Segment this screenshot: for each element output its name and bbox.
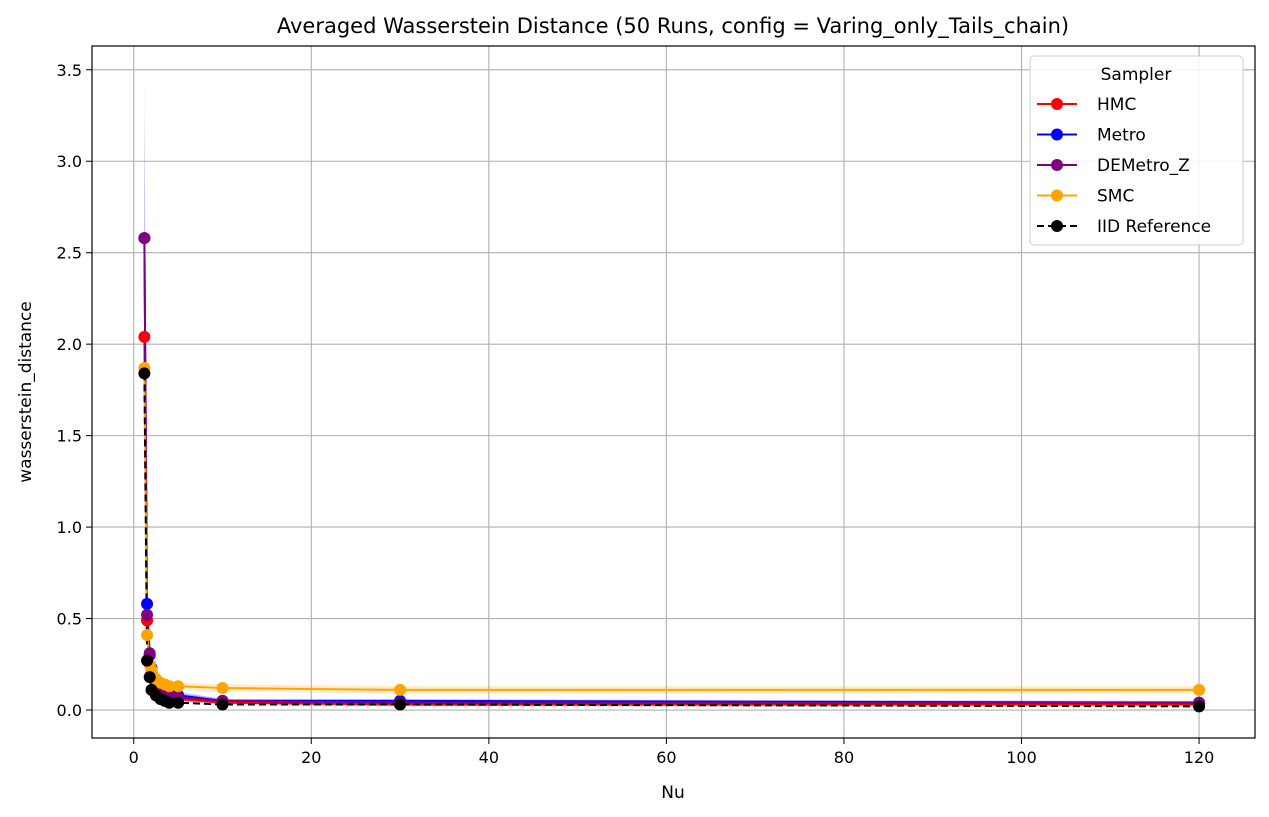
chart-title: Averaged Wasserstein Distance (50 Runs, … — [277, 14, 1069, 39]
x-tick-label: 60 — [656, 748, 676, 767]
y-tick-label: 3.0 — [57, 152, 82, 171]
y-tick-label: 2.0 — [57, 335, 82, 354]
x-tick-label: 120 — [1184, 748, 1215, 767]
x-axis-ticks: 0 20 40 60 80 100 120 — [129, 738, 1215, 767]
legend-items: HMC Metro DEMetro_Z SMC IID Reference — [1037, 95, 1211, 237]
y-tick-label: 1.5 — [57, 427, 82, 446]
legend-label-smc: SMC — [1097, 187, 1134, 207]
y-axis-label: wasserstein_distance — [16, 301, 36, 483]
smc-point — [172, 680, 185, 693]
smc-point — [394, 683, 407, 696]
legend-marker-iid-reference — [1051, 220, 1063, 232]
x-tick-label: 20 — [301, 748, 321, 767]
legend-label-hmc: HMC — [1097, 95, 1136, 115]
metro-point — [141, 597, 154, 610]
legend-label-iid-reference: IID Reference — [1097, 217, 1211, 237]
legend-marker-demetro-z — [1051, 159, 1063, 171]
legend-marker-metro — [1051, 128, 1063, 141]
iid-reference-point — [172, 696, 185, 709]
iid-reference-point — [138, 367, 151, 380]
legend-marker-smc — [1051, 189, 1063, 202]
x-tick-label: 40 — [479, 748, 499, 767]
iid-reference-point — [394, 698, 407, 711]
legend-label-metro: Metro — [1097, 126, 1146, 146]
demetro-z-point — [138, 232, 151, 245]
iid-reference-point — [141, 654, 154, 667]
smc-point — [163, 680, 176, 693]
x-axis-label: Nu — [661, 783, 685, 803]
smc-point — [141, 629, 154, 642]
y-tick-label: 2.5 — [57, 244, 82, 263]
legend-label-demetro-z: DEMetro_Z — [1097, 156, 1190, 176]
plot-frame — [91, 45, 1256, 739]
y-tick-label: 0.5 — [57, 610, 82, 629]
y-tick-label: 0.0 — [57, 701, 82, 720]
hmc-point — [138, 330, 151, 343]
x-tick-label: 100 — [1006, 748, 1037, 767]
x-tick-label: 0 — [129, 748, 139, 767]
iid-reference-point — [163, 696, 176, 709]
iid-reference-point — [1193, 700, 1206, 713]
x-tick-label: 80 — [834, 748, 854, 767]
smc-point — [216, 682, 229, 695]
y-axis-ticks: 0.0 0.5 1.0 1.5 2.0 2.5 3.0 3.5 — [57, 61, 92, 720]
grid — [92, 46, 1255, 738]
demetro-z-point — [141, 608, 154, 621]
y-tick-label: 1.0 — [57, 518, 82, 537]
legend-title: Sampler — [1101, 65, 1172, 85]
legend: Sampler HMC Metro DEMetro_Z SMC IID Referenc… — [1029, 55, 1244, 246]
iid-reference-point — [143, 671, 156, 684]
legend-marker-hmc — [1051, 98, 1063, 110]
smc-point — [1193, 683, 1206, 696]
series-markers — [138, 232, 1206, 713]
legend-frame — [1029, 55, 1244, 246]
y-tick-label: 3.5 — [57, 61, 82, 80]
iid-reference-point — [216, 698, 229, 711]
